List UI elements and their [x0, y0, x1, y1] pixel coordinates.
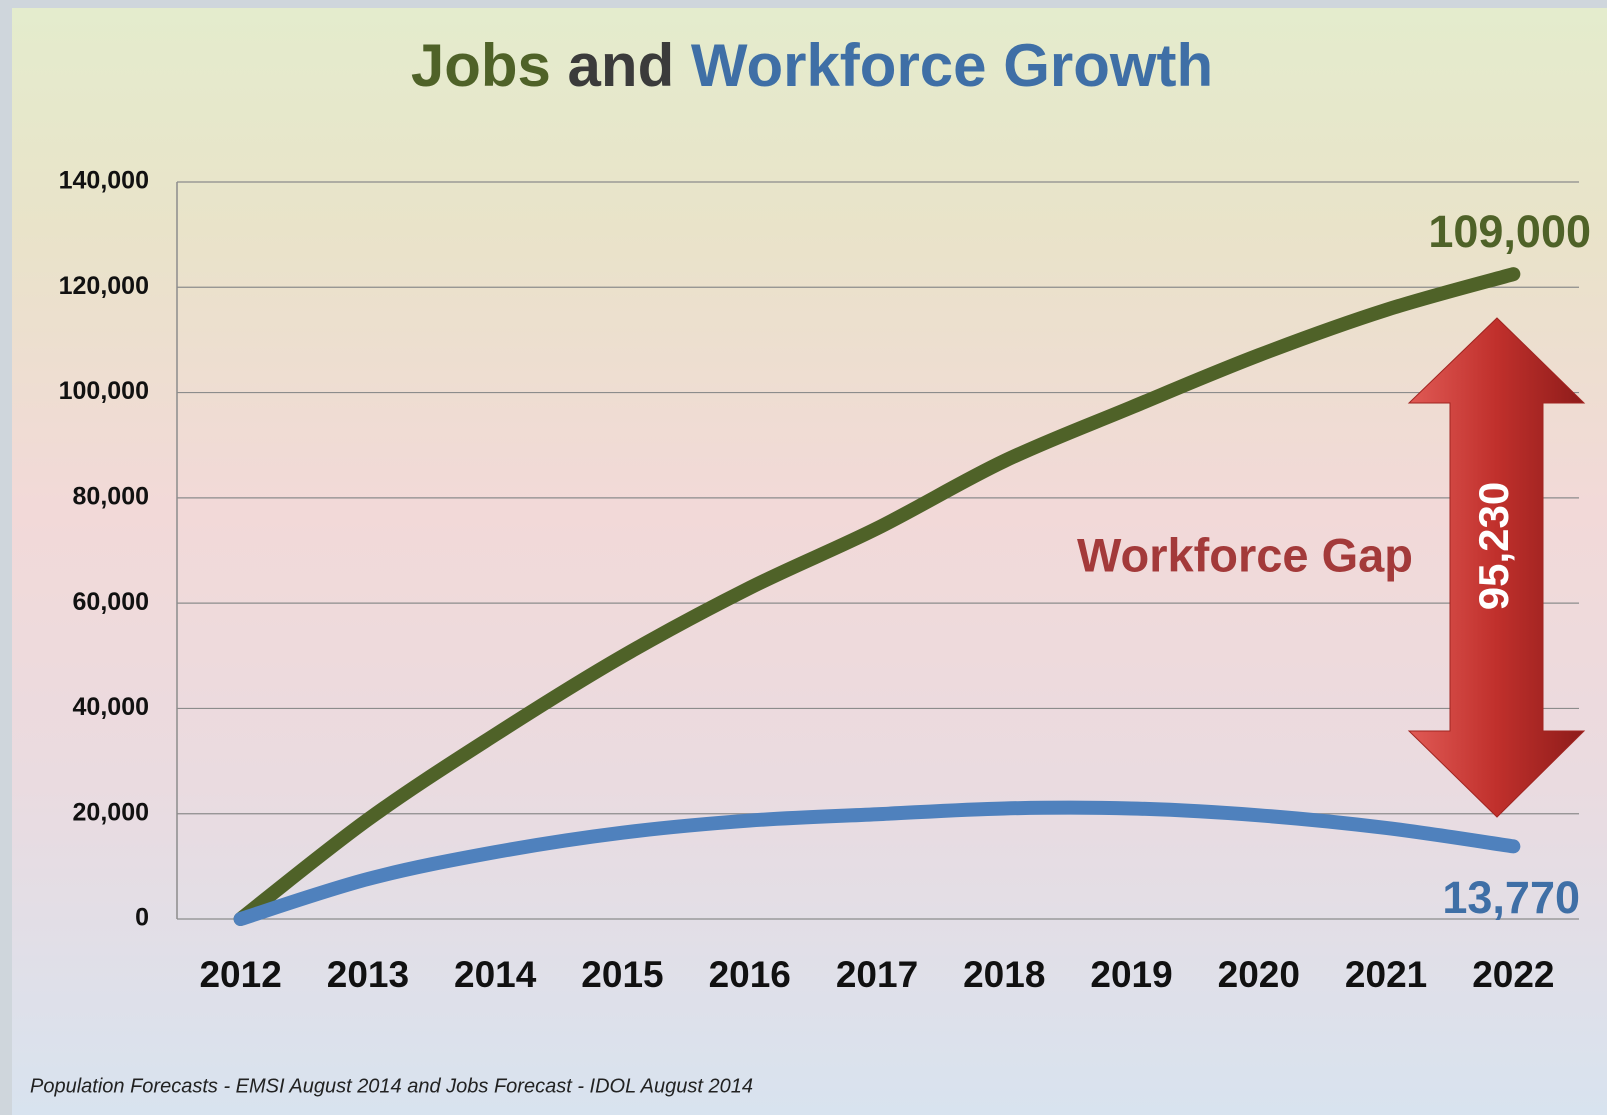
y-tick-label: 20,000	[73, 798, 149, 826]
grid	[177, 181, 1579, 920]
series-line	[233, 800, 1521, 926]
gap-arrow	[1407, 317, 1586, 818]
gap-label: Workforce Gap	[1077, 528, 1413, 581]
x-tick-label: 2018	[963, 954, 1045, 995]
y-tick-label: 120,000	[59, 272, 149, 300]
x-tick-label: 2021	[1345, 954, 1427, 995]
x-tick-label: 2016	[709, 954, 791, 995]
y-tick-label: 80,000	[73, 482, 149, 510]
x-tick-label: 2022	[1472, 954, 1554, 995]
workforce-end-label: 13,770	[1442, 872, 1580, 923]
series-line	[233, 267, 1521, 926]
y-tick-label: 40,000	[73, 693, 149, 721]
x-tick-label: 2014	[454, 954, 537, 995]
x-tick-label: 2013	[327, 954, 409, 995]
x-tick-label: 2015	[581, 954, 663, 995]
y-tick-label: 140,000	[59, 167, 149, 195]
title-part: Workforce Growth	[691, 32, 1213, 99]
plot	[233, 267, 1521, 926]
x-tick-label: 2012	[199, 954, 281, 995]
x-tick-label: 2017	[836, 954, 918, 995]
jobs-end-label: 109,000	[1428, 206, 1591, 257]
chart-title: Jobs and Workforce Growth	[411, 32, 1213, 99]
y-tick-label: 60,000	[73, 588, 149, 616]
source-note: Population Forecasts - EMSI August 2014 …	[30, 1075, 753, 1097]
title-part: Jobs	[411, 32, 551, 99]
x-tick-label: 2019	[1090, 954, 1172, 995]
y-tick-label: 0	[135, 904, 149, 932]
y-tick-label: 100,000	[59, 377, 149, 405]
title-part: and	[568, 32, 675, 99]
gap-value: 95,230	[1470, 482, 1517, 610]
x-tick-label: 2020	[1218, 954, 1300, 995]
